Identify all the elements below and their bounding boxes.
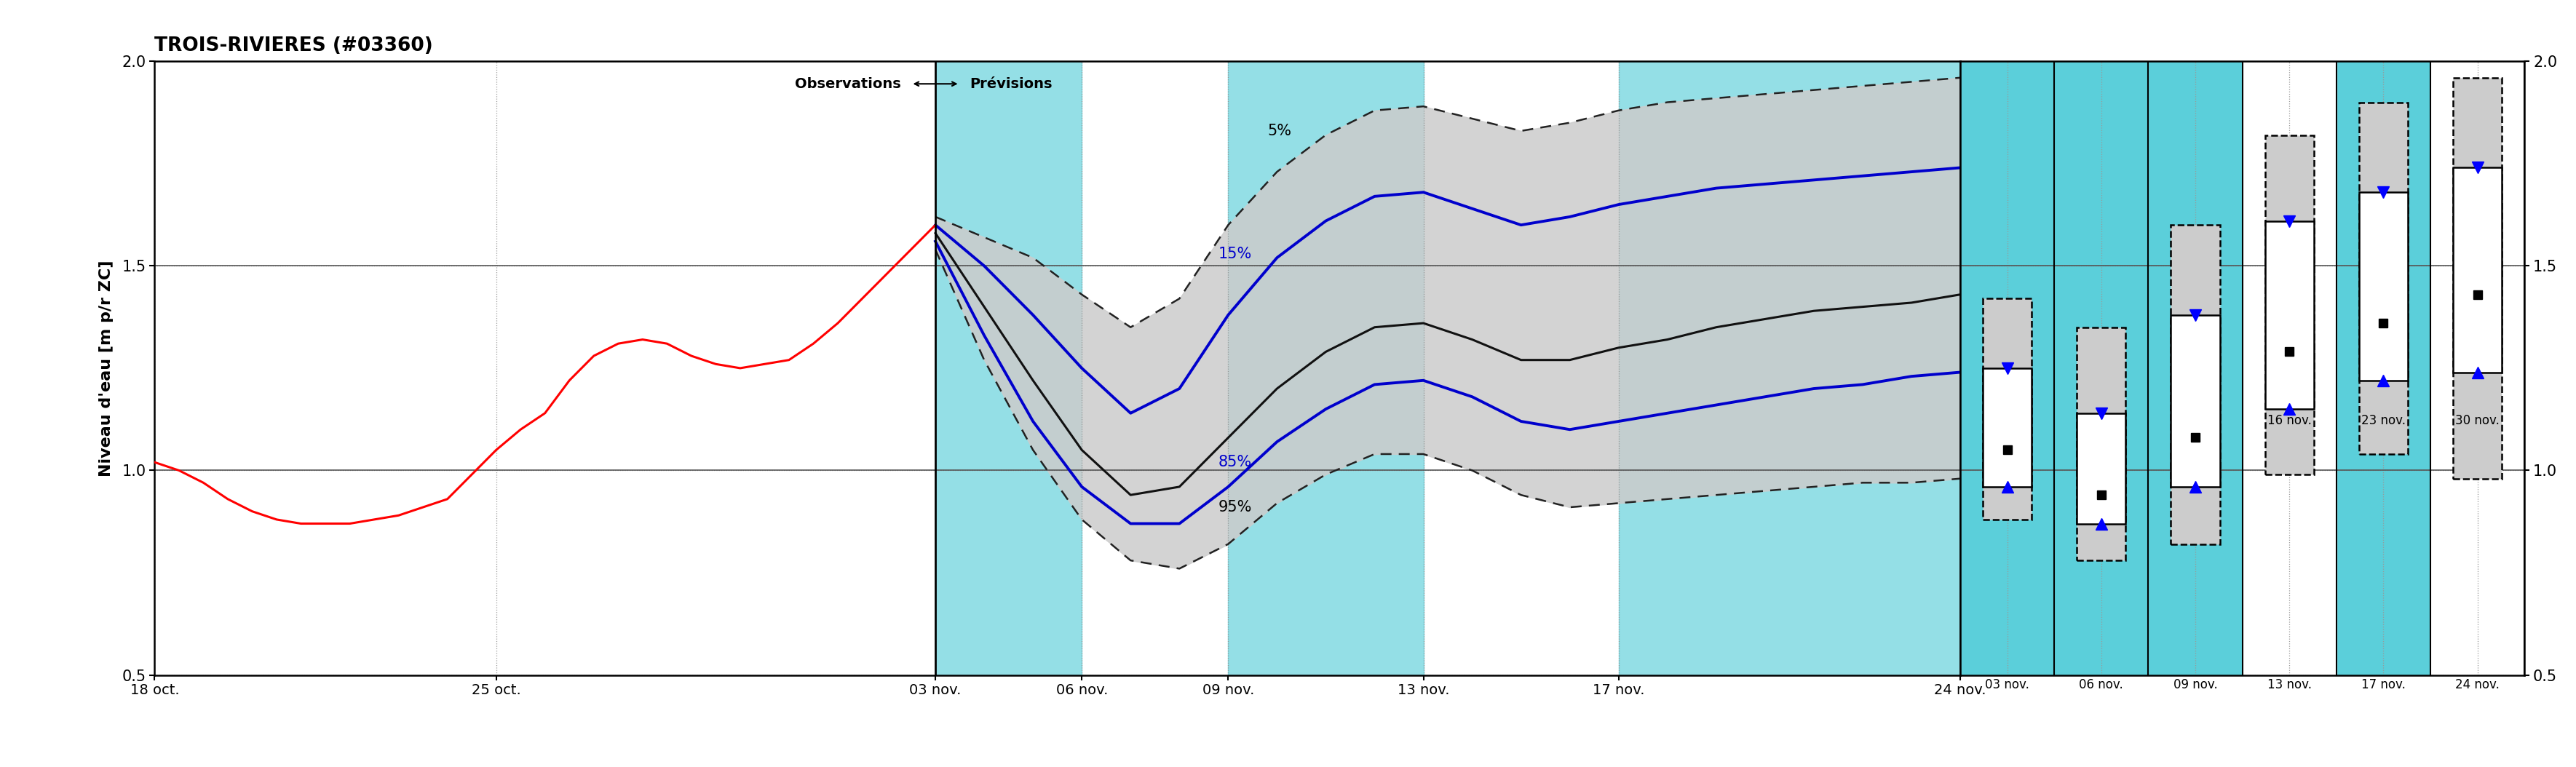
Bar bbox=[2172, 225, 2221, 544]
Bar bbox=[2172, 315, 2221, 487]
Bar bbox=[2076, 328, 2125, 561]
Bar bbox=[1984, 298, 2032, 519]
Bar bbox=[1229, 61, 1425, 675]
Bar bbox=[935, 61, 1082, 675]
Bar bbox=[2264, 135, 2313, 475]
Y-axis label: Niveau d'eau [m p/r ZC]: Niveau d'eau [m p/r ZC] bbox=[100, 260, 113, 476]
Bar bbox=[2360, 193, 2409, 380]
Text: 85%: 85% bbox=[1218, 455, 1252, 469]
Text: Observations: Observations bbox=[796, 77, 902, 91]
Bar bbox=[1984, 368, 2032, 487]
Bar bbox=[2264, 221, 2313, 409]
Text: 23 nov.: 23 nov. bbox=[2362, 414, 2406, 427]
Text: 15%: 15% bbox=[1218, 246, 1252, 261]
Text: 08 nov.: 08 nov. bbox=[2079, 414, 2123, 427]
Bar bbox=[2241, 61, 2336, 675]
Text: TROIS-RIVIERES (#03360): TROIS-RIVIERES (#03360) bbox=[155, 37, 433, 56]
Bar bbox=[2076, 413, 2125, 524]
Text: 5%: 5% bbox=[1267, 123, 1291, 138]
Text: 05 nov.: 05 nov. bbox=[1986, 414, 2030, 427]
Text: 30 nov.: 30 nov. bbox=[2455, 414, 2499, 427]
Bar bbox=[1618, 61, 1960, 675]
Text: 12 nov.: 12 nov. bbox=[2174, 414, 2218, 427]
Text: 95%: 95% bbox=[1218, 500, 1252, 515]
Text: 16 nov.: 16 nov. bbox=[2267, 414, 2311, 427]
Text: Prévisions: Prévisions bbox=[969, 77, 1051, 91]
Bar bbox=[2429, 61, 2524, 675]
Bar bbox=[2452, 168, 2501, 372]
Bar bbox=[2452, 77, 2501, 479]
Bar bbox=[2360, 102, 2409, 454]
